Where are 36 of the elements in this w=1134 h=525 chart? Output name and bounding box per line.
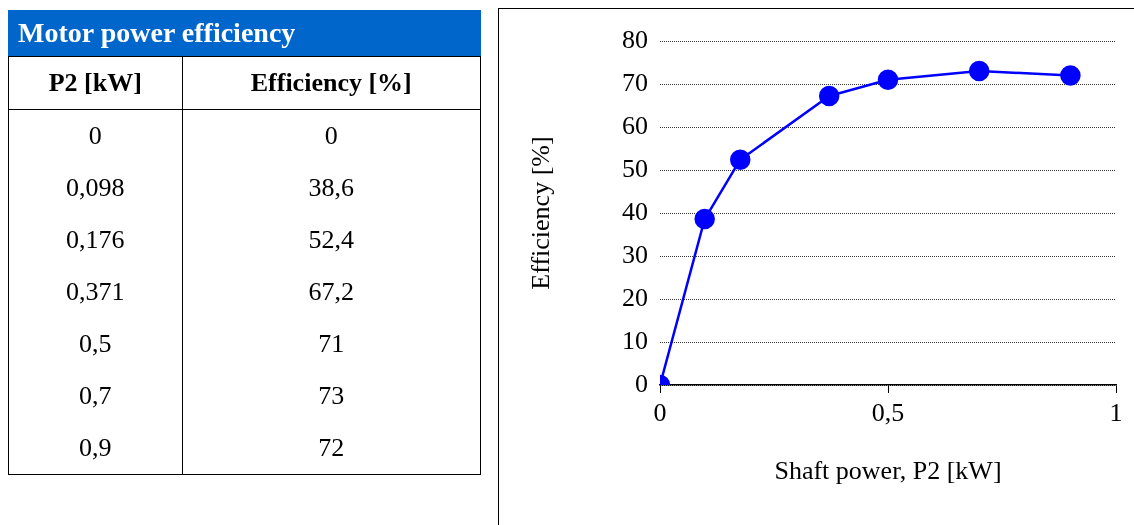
point bbox=[818, 85, 840, 107]
y-tick-label: 20 bbox=[622, 282, 648, 312]
x-tick-label: 1 bbox=[1109, 398, 1123, 428]
y-tick-label: 10 bbox=[622, 325, 648, 355]
y-tick-label: 80 bbox=[622, 24, 648, 54]
point bbox=[877, 69, 899, 90]
point bbox=[968, 60, 990, 82]
y-tick-label: 60 bbox=[622, 110, 648, 140]
point bbox=[730, 149, 751, 170]
text: Efficiency [%] bbox=[249, 67, 413, 99]
text: 52,4 bbox=[307, 224, 355, 256]
x-tick-label: 0,5 bbox=[871, 398, 905, 428]
x-tick-label: 0 bbox=[653, 398, 667, 428]
text: 0,098 bbox=[8, 162, 182, 214]
text: 38,6 bbox=[307, 172, 355, 204]
y-axis-title: Efficiency [%] bbox=[526, 136, 556, 290]
point bbox=[1060, 65, 1081, 86]
text: 0,371 bbox=[8, 266, 182, 318]
text: 0,5 bbox=[8, 318, 182, 370]
text: 73 bbox=[317, 380, 346, 412]
text: 71 bbox=[317, 328, 346, 360]
y-tick-label: 0 bbox=[635, 368, 648, 398]
y-tick-label: 40 bbox=[622, 196, 648, 226]
text: 0 bbox=[323, 120, 339, 152]
text: 0,176 bbox=[8, 214, 182, 266]
y-tick-label: 50 bbox=[622, 153, 648, 183]
text: 0,7 bbox=[8, 370, 182, 422]
text: P2 [kW] bbox=[8, 56, 182, 110]
text: 67,2 bbox=[307, 276, 355, 308]
text: 72 bbox=[317, 432, 346, 464]
text: 0,9 bbox=[8, 422, 182, 475]
text: 0 bbox=[8, 109, 182, 162]
x-axis-title: Shaft power, P2 [kW] bbox=[774, 456, 1002, 486]
y-tick-label: 30 bbox=[622, 239, 648, 269]
text: Motor power efficiency bbox=[8, 10, 481, 56]
y-tick-label: 70 bbox=[622, 67, 648, 97]
